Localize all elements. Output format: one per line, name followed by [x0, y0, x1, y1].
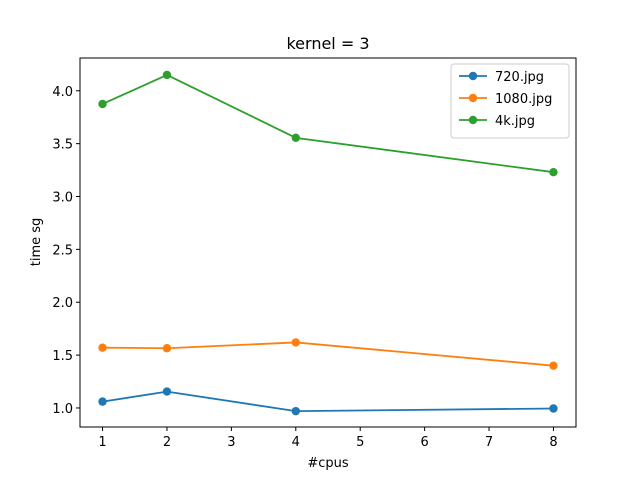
- legend: 720.jpg 1080.jpg 4k.jpg: [450, 63, 570, 139]
- legend-label: 4k.jpg: [495, 114, 535, 129]
- x-axis-ticks: 1 2 3 4 5 6 7 8: [98, 427, 558, 450]
- y-tick-label: 2.5: [52, 243, 73, 258]
- data-point: [162, 387, 172, 396]
- y-tick-label: 3.5: [52, 138, 73, 153]
- data-point: [549, 404, 558, 413]
- x-axis-label: #cpus: [307, 456, 349, 471]
- y-tick-label: 3.0: [52, 191, 73, 206]
- series-line: [102, 390, 554, 413]
- data-point: [291, 133, 300, 143]
- x-tick-label: 7: [485, 435, 493, 450]
- legend-swatch-marker: [468, 71, 478, 81]
- x-tick-label: 8: [549, 435, 557, 450]
- x-tick-label: 2: [163, 435, 171, 450]
- legend-item: 720.jpg: [459, 70, 544, 85]
- legend-label: 1080.jpg: [495, 92, 552, 107]
- y-tick-label: 1.5: [52, 349, 73, 364]
- y-axis-ticks: 1.0 1.5 2.0 2.5 3.0 3.5 4.0: [52, 85, 80, 417]
- data-point: [549, 167, 558, 177]
- plot-area: [98, 70, 558, 416]
- series-1080-jpg: [98, 338, 558, 370]
- data-point: [549, 361, 558, 370]
- data-point: [98, 397, 107, 406]
- data-point: [162, 70, 172, 80]
- y-tick-label: 2.0: [52, 296, 73, 311]
- legend-swatch-marker: [468, 93, 478, 103]
- x-tick-label: 6: [420, 435, 428, 450]
- data-point: [291, 338, 300, 347]
- data-point: [162, 344, 172, 353]
- x-tick-label: 3: [227, 435, 235, 450]
- series-720-jpg: [98, 387, 558, 416]
- legend-item: 4k.jpg: [459, 114, 535, 129]
- legend-item: 1080.jpg: [459, 92, 552, 107]
- data-point: [98, 99, 107, 109]
- series-line: [102, 341, 554, 367]
- data-point: [291, 406, 300, 416]
- legend-swatch-marker: [468, 115, 478, 125]
- y-axis-label: time sg: [29, 218, 44, 267]
- y-tick-label: 1.0: [52, 402, 73, 417]
- x-tick-label: 1: [98, 435, 106, 450]
- legend-label: 720.jpg: [495, 70, 544, 85]
- axes-frame: [79, 57, 577, 428]
- data-point: [98, 343, 107, 352]
- y-tick-label: 4.0: [52, 85, 73, 100]
- chart-title: kernel = 3: [286, 34, 369, 53]
- series-line: [102, 74, 554, 174]
- x-tick-label: 4: [292, 435, 300, 450]
- x-tick-label: 5: [356, 435, 364, 450]
- series-4k-jpg: [98, 70, 558, 177]
